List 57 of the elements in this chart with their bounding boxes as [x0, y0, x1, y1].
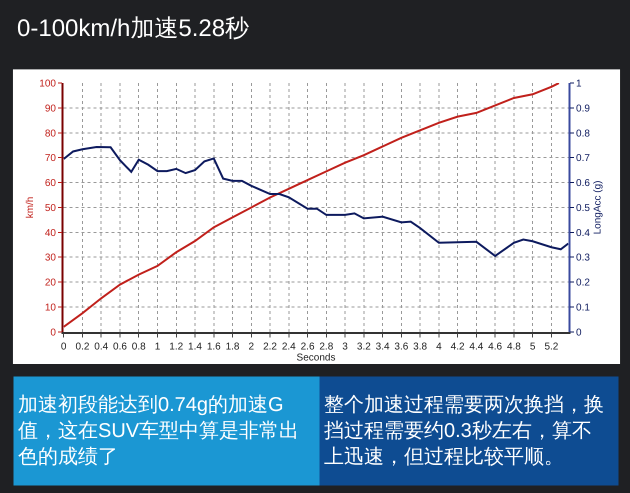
y-tick-label: 50: [44, 202, 56, 214]
x-tick-label: 4.6: [488, 342, 503, 353]
y2-tick-label: 0.3: [576, 252, 590, 264]
x-tick-label: 2: [248, 342, 255, 353]
y-tick-label: 90: [44, 103, 56, 114]
chart-title: 0-100km/h加速5.28秒: [17, 15, 250, 42]
x-tick-label: 2.6: [300, 342, 315, 353]
line-series: [64, 83, 560, 328]
y-tick-label: 40: [44, 228, 56, 239]
y2-tick-label: 0.6: [576, 178, 590, 190]
y-axis-title: km/h: [24, 196, 36, 218]
x-tick-label: 4.2: [450, 342, 466, 353]
x-tick-label: 3.4: [376, 342, 390, 353]
x-tick-label: 1.8: [226, 342, 240, 353]
x-axis-title: Seconds: [296, 352, 336, 364]
y-tick-label: 100: [39, 78, 56, 90]
y-tick-label: 20: [44, 278, 56, 289]
x-tick-label: 0.4: [94, 342, 109, 353]
y-tick-label: 60: [44, 178, 56, 190]
y2-tick-label: 0.2: [576, 278, 590, 289]
y2-tick-label: 0: [576, 327, 582, 338]
x-tick-label: 3.2: [356, 342, 372, 353]
x-tick-label: 5: [530, 342, 536, 353]
x-tick-label: 2.8: [319, 342, 334, 353]
x-tick-label: 5.2: [544, 342, 559, 353]
text: 整个加速过程需要两次换挡，换挡过程需要约0.3秒左右，算不上迅速，但过程比较平顺。: [324, 394, 604, 468]
x-tick-label: 1: [154, 342, 161, 353]
x-tick-label: 4: [436, 342, 442, 353]
y2-tick-label: 0.1: [576, 302, 590, 314]
x-tick-label: 1.2: [169, 342, 184, 353]
x-tick-label: 0.2: [76, 342, 90, 353]
y-tick-label: 0: [50, 327, 56, 338]
x-tick-label: 3.6: [394, 342, 409, 353]
y2-tick-label: 0.4: [576, 228, 590, 239]
y2-axis-title: LongAcc (g): [592, 180, 604, 234]
x-tick-label: 3.8: [413, 342, 428, 353]
y2-tick-label: 0.8: [576, 128, 590, 140]
x-tick-label: 2.4: [282, 342, 296, 353]
x-tick-label: 2.2: [263, 342, 278, 353]
x-tick-label: 4.4: [469, 342, 484, 353]
text: 加速初段能达到0.74g的加速G值，这在SUV车型中算是非常出色的成绩了: [18, 394, 300, 468]
x-tick-label: 1.4: [188, 342, 202, 353]
y-tick-label: 10: [44, 302, 56, 314]
x-tick-label: 0.8: [132, 342, 146, 353]
x-tick-label: 3: [342, 342, 348, 353]
x-tick-label: 4.8: [506, 342, 522, 353]
y2-tick-label: 0.9: [576, 103, 590, 114]
x-tick-label: 1.6: [206, 342, 222, 353]
line-series: [64, 146, 568, 257]
y-tick-label: 80: [44, 128, 56, 140]
y2-tick-label: 1: [576, 78, 582, 90]
y2-tick-label: 0.5: [576, 202, 590, 214]
y-tick-label: 30: [44, 252, 56, 264]
y-tick-label: 70: [44, 153, 56, 164]
x-tick-label: 0: [60, 342, 67, 353]
x-tick-label: 0.6: [113, 342, 128, 353]
y2-tick-label: 0.7: [576, 153, 590, 164]
